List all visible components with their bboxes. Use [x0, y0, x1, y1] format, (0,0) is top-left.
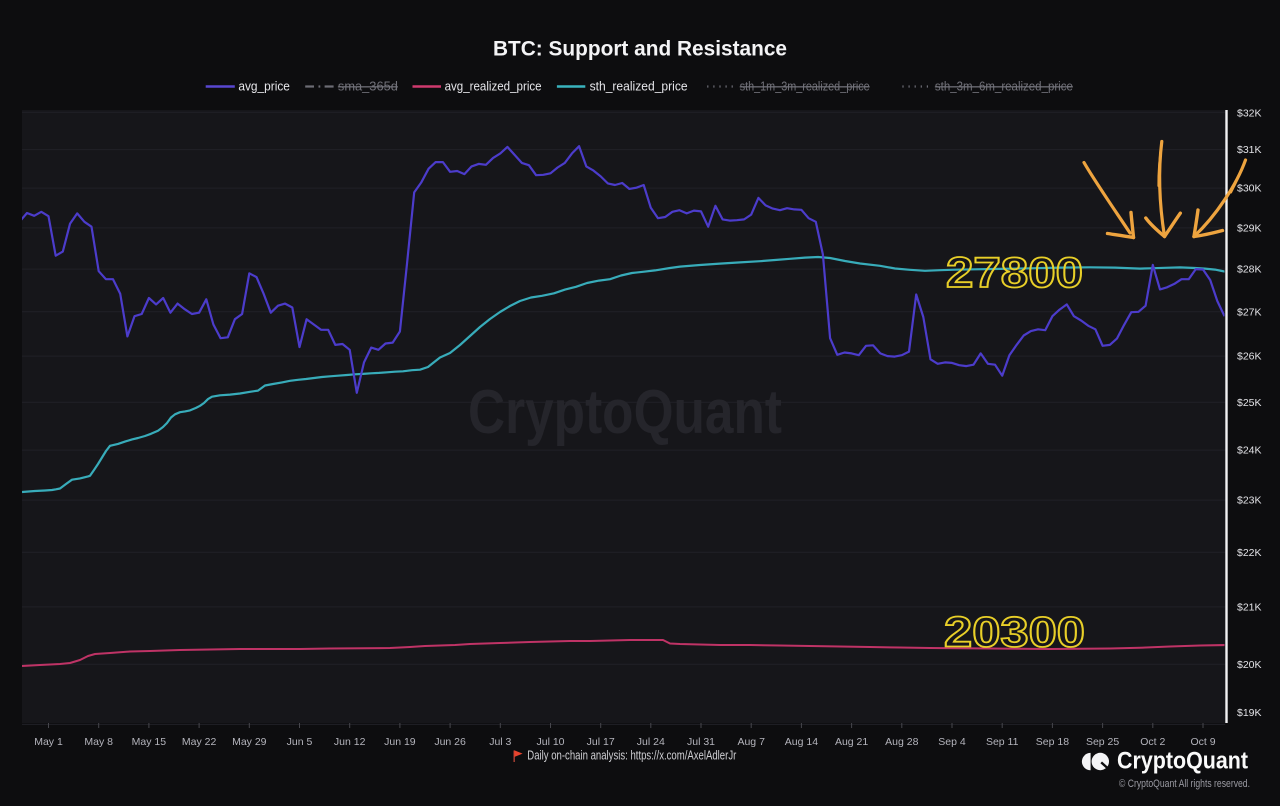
svg-text:$25K: $25K	[1237, 397, 1262, 409]
svg-text:Jul 3: Jul 3	[489, 736, 511, 748]
svg-text:May 29: May 29	[232, 736, 267, 748]
svg-text:Jul 17: Jul 17	[587, 736, 615, 748]
svg-text:$30K: $30K	[1237, 183, 1262, 195]
svg-text:$21K: $21K	[1237, 602, 1262, 614]
svg-text:$20K: $20K	[1237, 659, 1262, 671]
svg-text:sth_1m_3m_realized_price: sth_1m_3m_realized_price	[740, 80, 870, 94]
svg-text:20300: 20300	[944, 609, 1085, 657]
svg-text:Aug 28: Aug 28	[885, 736, 918, 748]
svg-text:Aug 14: Aug 14	[785, 736, 818, 748]
svg-text:$32K: $32K	[1237, 108, 1262, 120]
svg-text:$27K: $27K	[1237, 306, 1262, 318]
svg-text:avg_price: avg_price	[238, 80, 290, 94]
svg-text:Sep 25: Sep 25	[1086, 736, 1119, 748]
svg-text:$29K: $29K	[1237, 223, 1262, 235]
svg-text:Sep 4: Sep 4	[938, 736, 966, 748]
svg-text:$28K: $28K	[1237, 264, 1262, 276]
svg-text:Jun 5: Jun 5	[287, 736, 313, 748]
svg-text:May 8: May 8	[84, 736, 113, 748]
svg-text:Sep 18: Sep 18	[1036, 736, 1069, 748]
svg-text:May 15: May 15	[132, 736, 167, 748]
svg-text:sth_realized_price: sth_realized_price	[590, 80, 688, 94]
svg-text:27800: 27800	[946, 249, 1083, 297]
svg-text:Aug 21: Aug 21	[835, 736, 868, 748]
svg-text:Oct 2: Oct 2	[1140, 736, 1165, 748]
svg-text:$19K: $19K	[1237, 707, 1262, 719]
svg-text:$24K: $24K	[1237, 445, 1262, 457]
svg-text:Jun 19: Jun 19	[384, 736, 416, 748]
svg-text:avg_realized_price: avg_realized_price	[445, 80, 542, 94]
svg-text:Daily on-chain analysis: https: Daily on-chain analysis: https://x.com/A…	[527, 747, 736, 762]
svg-text:Jun 12: Jun 12	[334, 736, 366, 748]
svg-text:May 1: May 1	[34, 736, 63, 748]
svg-text:Jun 26: Jun 26	[434, 736, 466, 748]
svg-text:Jul 31: Jul 31	[687, 736, 715, 748]
svg-text:Aug 7: Aug 7	[737, 736, 765, 748]
svg-text:Oct 9: Oct 9	[1190, 736, 1215, 748]
svg-text:$31K: $31K	[1237, 144, 1262, 156]
svg-text:Sep 11: Sep 11	[986, 736, 1019, 748]
svg-text:Jul 10: Jul 10	[536, 736, 564, 748]
svg-text:Jul 24: Jul 24	[637, 736, 665, 748]
svg-text:May 22: May 22	[182, 736, 217, 748]
svg-text:$26K: $26K	[1237, 351, 1262, 363]
svg-text:CryptoQuant: CryptoQuant	[1117, 748, 1248, 775]
svg-text:CryptoQuant: CryptoQuant	[468, 378, 782, 447]
svg-text:BTC: Support and Resistance: BTC: Support and Resistance	[493, 37, 787, 61]
svg-text:sth_3m_6m_realized_price: sth_3m_6m_realized_price	[935, 80, 1073, 94]
svg-text:$23K: $23K	[1237, 495, 1262, 507]
svg-text:$22K: $22K	[1237, 547, 1262, 559]
svg-text:sma_365d: sma_365d	[338, 80, 398, 94]
svg-text:© CryptoQuant All rights reser: © CryptoQuant All rights reserved.	[1119, 778, 1250, 790]
